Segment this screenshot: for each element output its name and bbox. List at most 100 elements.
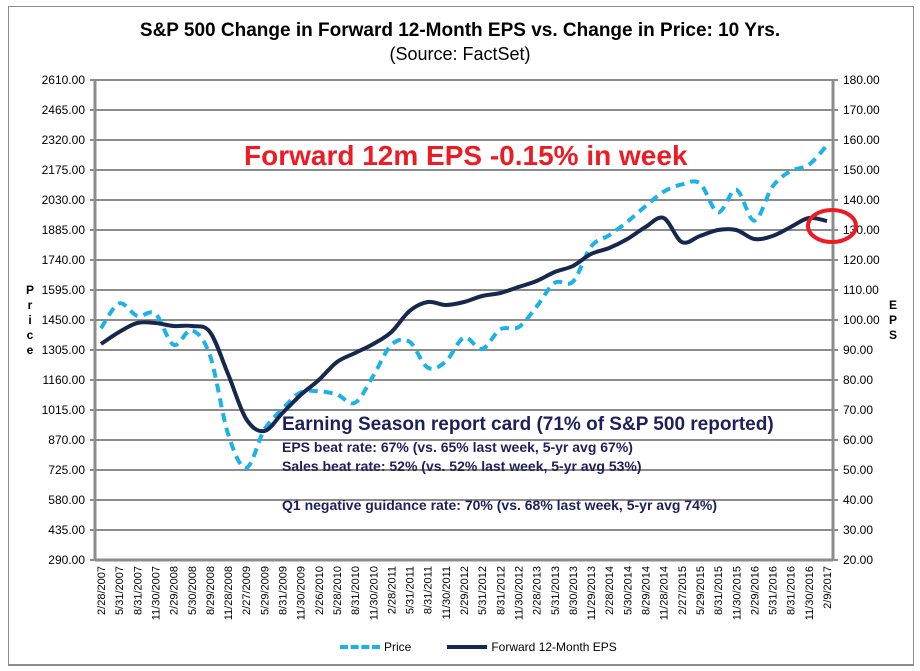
x-tick-label: 11/30/2012 bbox=[513, 566, 525, 620]
chart-subtitle: (Source: FactSet) bbox=[389, 44, 531, 64]
svg-text:c: c bbox=[27, 328, 34, 342]
chart-title: S&P 500 Change in Forward 12-Month EPS v… bbox=[139, 20, 781, 41]
x-tick-label: 2/27/2015 bbox=[677, 566, 689, 615]
y-tick-label-right: 70.00 bbox=[843, 403, 873, 417]
x-tick-label: 11/30/2015 bbox=[731, 566, 743, 620]
x-tick-label: 8/30/2013 bbox=[568, 566, 580, 615]
x-tick-label: 11/30/2010 bbox=[368, 566, 380, 620]
y-tick-label-left: 2320.00 bbox=[42, 133, 86, 147]
y-tick-label-right: 170.00 bbox=[843, 103, 880, 117]
y-tick-label-left: 1595.00 bbox=[42, 283, 86, 297]
svg-text:S: S bbox=[889, 328, 897, 342]
x-tick-label: 5/30/2014 bbox=[622, 566, 634, 615]
y-tick-label-left: 2175.00 bbox=[42, 163, 86, 177]
legend-swatch-price bbox=[340, 645, 380, 649]
chart-legend: Price Forward 12-Month EPS bbox=[340, 640, 647, 654]
x-tick-label: 2/29/2012 bbox=[459, 566, 471, 615]
y-tick-label-right: 30.00 bbox=[843, 523, 873, 537]
x-tick-label: 2/28/2011 bbox=[386, 566, 398, 614]
chart-frame bbox=[8, 6, 914, 666]
x-tick-label: 8/31/2011 bbox=[423, 566, 435, 614]
y-tick-label-left: 290.00 bbox=[48, 553, 85, 567]
y-tick-label-right: 150.00 bbox=[843, 163, 880, 177]
x-tick-label: 8/29/2008 bbox=[205, 566, 217, 615]
svg-text:i: i bbox=[28, 313, 31, 327]
svg-text:P: P bbox=[889, 313, 897, 327]
y-tick-label-left: 1885.00 bbox=[42, 223, 86, 237]
x-tick-label: 8/31/2007 bbox=[132, 566, 144, 615]
x-tick-label: 8/31/2015 bbox=[713, 566, 725, 615]
svg-text:r: r bbox=[28, 298, 33, 312]
x-tick-label: 8/31/2009 bbox=[278, 566, 290, 615]
sales-beat-rate: Sales beat rate: 52% (vs. 52% last week,… bbox=[282, 458, 642, 474]
x-tick-label: 8/31/2016 bbox=[786, 566, 798, 615]
y-tick-label-left: 2610.00 bbox=[42, 73, 86, 87]
negative-guidance-rate: Q1 negative guidance rate: 70% (vs. 68% … bbox=[282, 497, 717, 513]
x-tick-label: 5/30/2008 bbox=[187, 566, 199, 615]
x-tick-label: 11/28/2008 bbox=[223, 566, 235, 620]
x-tick-label: 11/30/2011 bbox=[441, 566, 453, 619]
y-tick-label-right: 180.00 bbox=[843, 73, 880, 87]
svg-text:P: P bbox=[26, 283, 34, 297]
y-tick-label-left: 2465.00 bbox=[42, 103, 86, 117]
x-tick-label: 8/29/2014 bbox=[641, 566, 653, 615]
y-tick-label-right: 90.00 bbox=[843, 343, 873, 357]
x-tick-label: 2/29/2016 bbox=[749, 566, 761, 615]
x-tick-label: 8/31/2012 bbox=[495, 566, 507, 615]
x-tick-label: 2/26/2010 bbox=[314, 566, 326, 615]
x-tick-label: 5/31/2007 bbox=[114, 566, 126, 615]
y-tick-label-left: 1305.00 bbox=[42, 343, 86, 357]
x-tick-label: 8/31/2010 bbox=[350, 566, 362, 615]
x-tick-label: 5/29/2009 bbox=[259, 566, 271, 615]
y-tick-label-right: 160.00 bbox=[843, 133, 880, 147]
y-tick-label-right: 100.00 bbox=[843, 313, 880, 327]
x-tick-label: 5/31/2012 bbox=[477, 566, 489, 615]
y-tick-label-left: 1740.00 bbox=[42, 253, 86, 267]
eps-change-annotation: Forward 12m EPS -0.15% in week bbox=[244, 140, 688, 171]
x-tick-label: 2/9/2017 bbox=[822, 566, 834, 609]
x-tick-label: 5/28/2010 bbox=[332, 566, 344, 615]
y-axis-title-left: Price bbox=[26, 283, 34, 357]
x-tick-label: 11/28/2014 bbox=[659, 566, 671, 620]
y-tick-label-right: 50.00 bbox=[843, 463, 873, 477]
legend-item-eps: Forward 12-Month EPS bbox=[447, 640, 617, 654]
highlight-circle bbox=[806, 208, 858, 244]
x-tick-label: 2/29/2008 bbox=[169, 566, 181, 615]
x-tick-label: 5/31/2011 bbox=[405, 566, 417, 614]
y-tick-label-right: 20.00 bbox=[843, 553, 873, 567]
x-tick-label: 11/30/2016 bbox=[804, 566, 816, 620]
y-tick-label-left: 1160.00 bbox=[43, 373, 86, 387]
y-tick-label-left: 870.00 bbox=[48, 433, 85, 447]
legend-label-eps: Forward 12-Month EPS bbox=[491, 640, 617, 654]
report-card-heading: Earning Season report card (71% of S&P 5… bbox=[282, 414, 774, 435]
y-tick-label-left: 580.00 bbox=[48, 493, 85, 507]
y-tick-label-left: 1015.00 bbox=[42, 403, 86, 417]
x-tick-label: 2/28/2013 bbox=[532, 566, 544, 615]
eps-beat-rate: EPS beat rate: 67% (vs. 65% last week, 5… bbox=[282, 439, 633, 455]
eps-series-line bbox=[99, 215, 828, 434]
x-tick-label: 2/28/2007 bbox=[96, 566, 108, 615]
x-tick-label: 11/29/2013 bbox=[586, 566, 598, 620]
svg-text:e: e bbox=[27, 343, 34, 357]
legend-swatch-eps bbox=[447, 645, 488, 649]
y-tick-label-right: 60.00 bbox=[843, 433, 873, 447]
y-tick-label-right: 40.00 bbox=[843, 493, 873, 507]
x-tick-label: 2/28/2014 bbox=[604, 566, 616, 615]
legend-label-price: Price bbox=[384, 640, 412, 654]
x-tick-label: 5/29/2015 bbox=[695, 566, 707, 615]
svg-text:E: E bbox=[889, 298, 897, 312]
y-tick-label-left: 1450.00 bbox=[42, 313, 86, 327]
legend-item-price: Price bbox=[340, 640, 411, 654]
y-tick-label-left: 725.00 bbox=[48, 463, 85, 477]
x-tick-label: 11/30/2007 bbox=[150, 566, 162, 620]
x-tick-label: 5/31/2016 bbox=[768, 566, 780, 615]
y-tick-label-right: 110.00 bbox=[843, 283, 879, 297]
x-tick-label: 11/30/2009 bbox=[296, 566, 308, 620]
y-tick-label-left: 2030.00 bbox=[42, 193, 86, 207]
x-tick-label: 2/27/2009 bbox=[241, 566, 253, 615]
y-tick-label-right: 130.00 bbox=[843, 223, 880, 237]
y-tick-label-right: 120.00 bbox=[843, 253, 880, 267]
y-tick-label-left: 435.00 bbox=[48, 523, 85, 537]
x-tick-label: 5/31/2013 bbox=[550, 566, 562, 615]
